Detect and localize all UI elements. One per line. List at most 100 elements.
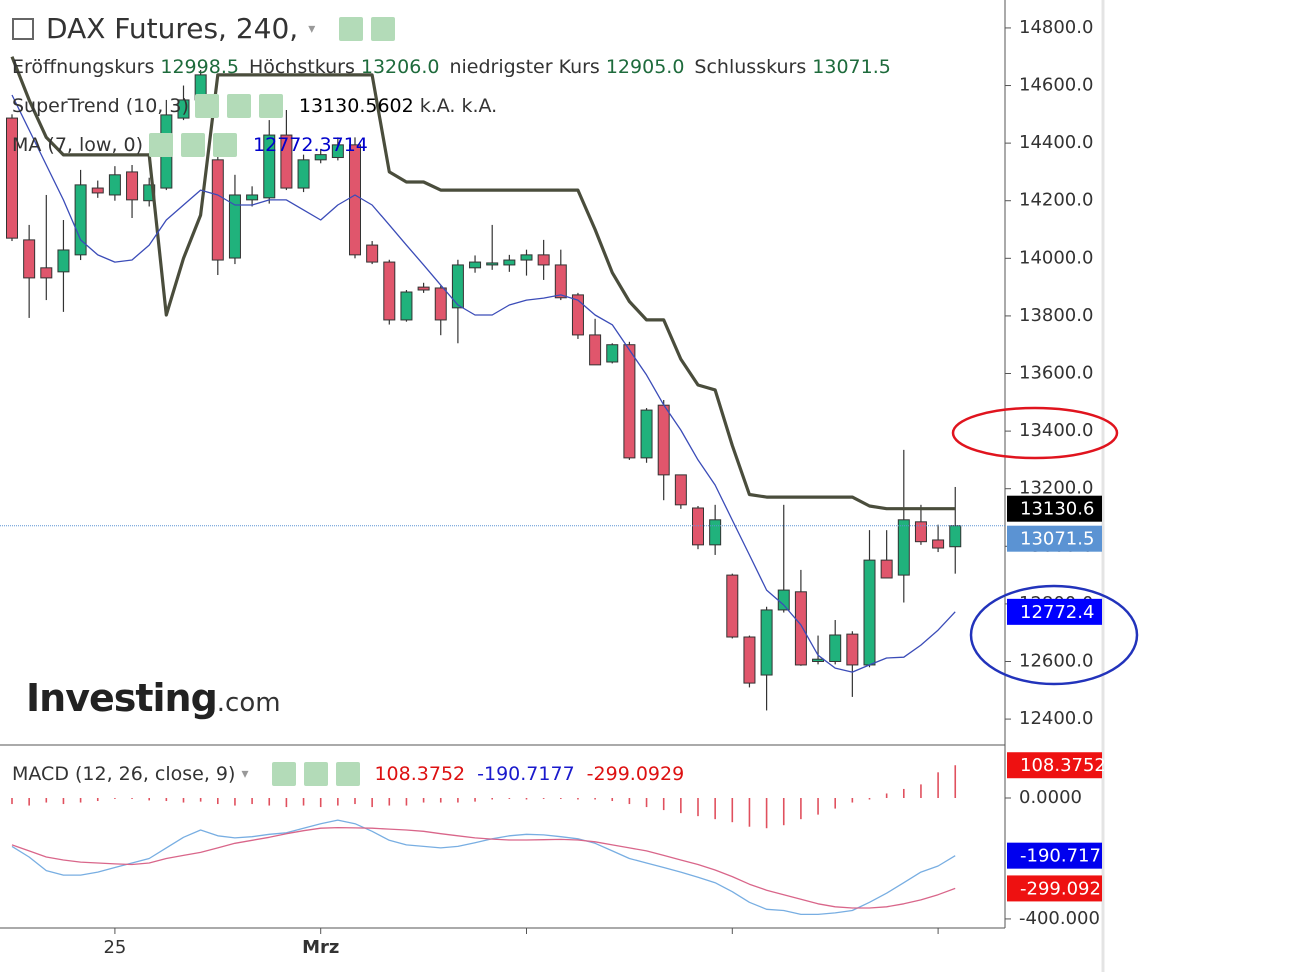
logo-suffix: .com (216, 688, 281, 718)
y-tick-label: 12400.0 (1019, 708, 1093, 729)
y-tick-label: 14200.0 (1019, 190, 1093, 211)
price-badge-label: -190.717 (1020, 846, 1101, 867)
legend-value: k.A. (461, 95, 498, 117)
candle-body (863, 559, 876, 666)
candle-body (932, 539, 945, 549)
candle-body (709, 519, 722, 546)
legend-label: niedrigster Kurs (449, 56, 600, 78)
icon-button[interactable] (194, 94, 219, 118)
icon-button[interactable] (149, 133, 174, 157)
candle-body (520, 254, 533, 261)
candle-body (674, 474, 687, 506)
price-badge (1007, 525, 1102, 552)
candle-body (177, 99, 190, 119)
candle-body (400, 291, 413, 321)
candle-body (40, 267, 53, 279)
price-badge (1007, 495, 1102, 522)
candle-body (246, 194, 259, 201)
candle-body (657, 404, 670, 476)
candle-body (503, 259, 516, 266)
legend-label: Eröffnungskurs (12, 56, 155, 78)
candle-body (949, 525, 962, 548)
candle-body (623, 344, 636, 459)
collapse-button[interactable] (12, 17, 34, 40)
price-badge (1007, 598, 1102, 625)
candle-body (23, 239, 36, 279)
candle-body (846, 633, 859, 666)
legend-value: 12998.5 (160, 56, 239, 78)
candle-body (692, 507, 704, 546)
icon-button[interactable] (213, 133, 238, 157)
legend-row: SuperTrend (10, 3) 13130.5602 k.A. k.A. (12, 94, 497, 118)
icon-button[interactable] (258, 94, 283, 118)
legend-value: -190.7177 (477, 763, 575, 785)
candle-body (537, 254, 550, 266)
indicator-line (10, 56, 956, 511)
candle-body (417, 286, 430, 291)
candle-body (297, 159, 310, 189)
candle-body (469, 261, 482, 269)
candle-body (743, 636, 756, 684)
candle-body (74, 184, 87, 256)
icon-button[interactable] (272, 762, 297, 786)
y-tick-label: 13400.0 (1019, 420, 1093, 441)
legend-value: 12772.3714 (253, 134, 368, 156)
icon-button[interactable] (371, 16, 396, 41)
indicator-line (11, 94, 956, 673)
y-tick-label: 14600.0 (1019, 75, 1093, 96)
legend-label: SuperTrend (10, 3) (12, 95, 189, 117)
icon-button[interactable] (226, 94, 251, 118)
ohlc-legend: Eröffnungskurs 12998.5 Höchstkurs 13206.0 ni… (12, 56, 895, 78)
candle-body (434, 287, 447, 321)
candle-body (589, 334, 602, 366)
legend-value: -299.0929 (586, 763, 685, 785)
legend-value: k.A. (419, 95, 456, 117)
legend-row: MA (7, low, 0) 12772.3714 (12, 133, 368, 157)
macd-line (11, 819, 956, 916)
legend-label: MACD (12, 26, close, 9) (12, 763, 236, 785)
legend-value: 108.3752 (374, 763, 466, 785)
candle-body (228, 194, 241, 259)
candle-body (606, 344, 619, 363)
y-tick-label: 13200.0 (1019, 478, 1093, 499)
logo: Investing.com (26, 676, 281, 720)
candle-body (263, 134, 276, 199)
candle-body (108, 174, 121, 196)
candle-body (760, 609, 773, 676)
candle-body (314, 154, 327, 161)
candle-body (880, 559, 893, 579)
candle-body (451, 264, 464, 309)
candle-body (794, 591, 807, 666)
icon-button[interactable] (339, 16, 364, 41)
candle-body (349, 144, 361, 256)
y-tick-label: 13800.0 (1019, 305, 1093, 326)
legend-row: MACD (12, 26, close, 9) ▾ 108.3752 -190.… (12, 762, 685, 786)
candle-body (897, 519, 910, 576)
candle-body (829, 634, 842, 662)
annotation-ellipse (951, 406, 1119, 460)
price-badge (1007, 875, 1102, 902)
macd-line (11, 826, 956, 909)
icon-button[interactable] (336, 762, 361, 786)
candle-body (6, 117, 18, 239)
candle-body (486, 262, 499, 266)
candle-body (211, 159, 224, 261)
candle-body (126, 171, 139, 201)
price-badge-label: 13130.6 (1020, 499, 1094, 520)
price-badge-label: -299.092 (1020, 878, 1101, 899)
candle-body (383, 261, 396, 321)
candle-body (777, 589, 790, 611)
candle-body (280, 134, 293, 189)
dropdown[interactable]: ▾ (308, 20, 316, 37)
candle-body (366, 244, 379, 263)
icon-button[interactable] (181, 133, 206, 157)
price-badge (1007, 842, 1102, 869)
x-tick-label: 25 (103, 937, 126, 958)
icon-button[interactable] (304, 762, 329, 786)
y-tick-label: 14000.0 (1019, 247, 1093, 268)
legend-label: Höchstkurs (248, 56, 355, 78)
candle-body (914, 521, 927, 543)
title-row: DAX Futures, 240, ▾ (12, 12, 397, 45)
